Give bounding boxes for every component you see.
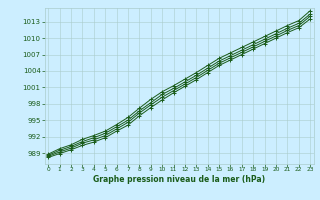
- X-axis label: Graphe pression niveau de la mer (hPa): Graphe pression niveau de la mer (hPa): [93, 175, 265, 184]
